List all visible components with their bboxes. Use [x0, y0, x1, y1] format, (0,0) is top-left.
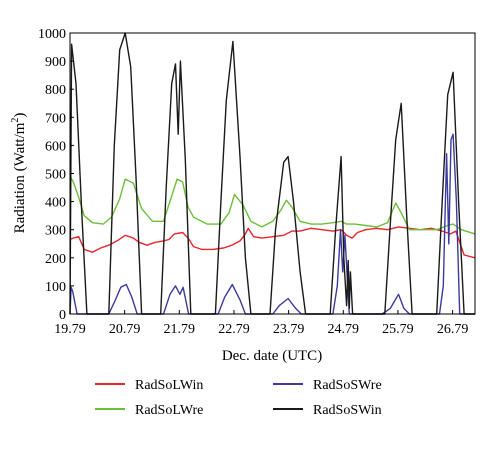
series-line-RadSoLWre — [69, 175, 476, 235]
x-tick-label: 24.79 — [328, 322, 360, 337]
x-axis-title: Dec. date (UTC) — [222, 348, 322, 364]
x-tick-label: 21.79 — [164, 322, 196, 337]
y-axis-title-superscript: 2 — [10, 118, 21, 123]
legend-label-RadSoSWin: RadSoSWin — [313, 403, 382, 418]
legend-label-RadSoSWre: RadSoSWre — [313, 378, 382, 393]
x-tick-label: 26.79 — [437, 322, 469, 337]
x-tick-label: 20.79 — [109, 322, 141, 337]
legend-label-RadSoLWin: RadSoLWin — [135, 378, 203, 393]
y-axis-title: Radiation (Watt/m2) — [10, 113, 28, 234]
series-line-RadSoSWre — [69, 133, 475, 315]
series-line-RadSoLWin — [69, 226, 476, 259]
y-tick-label: 100 — [45, 280, 66, 295]
y-tick-label: 400 — [45, 196, 66, 211]
y-tick-label: 300 — [45, 224, 66, 239]
y-tick-label: 0 — [59, 308, 66, 323]
legend-label-RadSoLWre: RadSoLWre — [135, 403, 203, 418]
x-tick-label: 22.79 — [218, 322, 250, 337]
series-layer — [69, 32, 476, 315]
x-tick-label: 23.79 — [273, 322, 305, 337]
tick-labels-layer: 0 100 200 300 400 500 600 700 800 900 1000 19.79 20.… — [38, 27, 468, 337]
y-tick-label: 1000 — [38, 27, 66, 42]
y-tick-label: 800 — [45, 83, 66, 98]
chart-legend: RadSoLWin RadSoLWre RadSoSWre RadSoSWin — [95, 378, 382, 418]
series-line-RadSoSWin — [69, 32, 475, 315]
ticks-layer — [69, 32, 454, 315]
y-axis-title-close: ) — [12, 113, 28, 118]
y-axis-title-main: Radiation (Watt/m — [12, 122, 28, 233]
y-tick-label: 700 — [45, 111, 66, 126]
y-tick-label: 500 — [45, 168, 66, 183]
y-tick-label: 900 — [45, 55, 66, 70]
y-tick-label: 200 — [45, 252, 66, 267]
x-tick-label: 25.79 — [382, 322, 414, 337]
x-tick-label: 19.79 — [54, 322, 86, 337]
y-tick-label: 600 — [45, 139, 66, 154]
